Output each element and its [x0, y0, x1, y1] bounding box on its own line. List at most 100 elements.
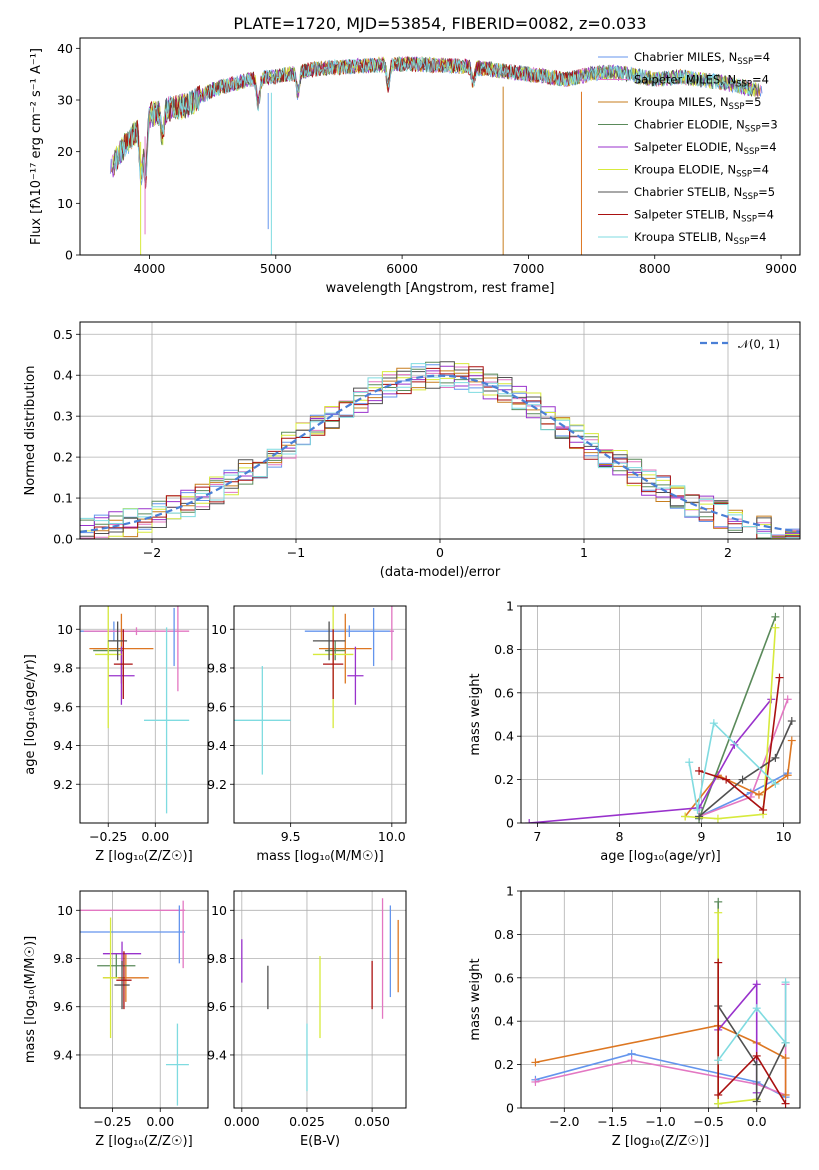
y-tick-label: 0.4	[494, 1014, 514, 1029]
spectrum-line-8	[114, 56, 755, 184]
chart-age_vs_mass: 9.5 10.0 9.2 9.4 9.6 9.8 10 mass [log₁₀(M/M☉)]	[207, 605, 407, 864]
x-axis-label: Z [log₁₀(Z/Z☉)]	[612, 1134, 709, 1149]
y-tick-label: 9.8	[53, 661, 73, 676]
errorbar-point	[312, 621, 346, 661]
weight-marker	[752, 1051, 761, 1060]
y-tick-label: 0	[65, 248, 73, 263]
x-axis-label: Z [log₁₀(Z/Z☉)]	[95, 1134, 192, 1149]
weight-marker	[681, 812, 690, 821]
x-tick-label: 5000	[260, 261, 292, 276]
weight-marker	[713, 814, 722, 823]
y-tick-label: 0.5	[53, 327, 73, 342]
legend-entry-6: Chabrier STELIB, NSSP=5	[634, 185, 775, 202]
chart-mass_vs_EBV: 0.000 0.025 0.050 9.4 9.6 9.8 10 E(B-V)	[207, 890, 407, 1149]
x-tick-label: 6000	[386, 261, 418, 276]
y-tick-label: 1	[506, 599, 514, 614]
errorbar-point	[318, 613, 372, 684]
x-axis-label: age [log₁₀(age/yr)]	[600, 849, 721, 864]
weight-marker	[775, 673, 784, 682]
axes-frame	[79, 890, 209, 1109]
legend-suffix: =3	[761, 118, 778, 132]
y-tick-label: 9.4	[207, 1047, 227, 1062]
weight-line-7	[717, 962, 787, 1105]
y-tick-label: 10	[211, 622, 227, 637]
plot-area-age_vs_Z	[80, 606, 190, 814]
errorbar-point	[323, 629, 344, 699]
legend-entry-1: Salpeter MILES, NSSP=4	[634, 73, 769, 90]
y-tick-label: 0.3	[53, 409, 73, 424]
legend-sub: SSP	[744, 147, 760, 157]
residual-histogram-8	[80, 363, 800, 539]
y-tick-label: 9.8	[207, 951, 227, 966]
y-tick-label: 0.8	[494, 927, 514, 942]
x-tick-label: 9.5	[281, 829, 301, 844]
errorbar-point	[304, 625, 394, 637]
weight-marker	[754, 790, 763, 799]
y-tick-label: 0.0	[53, 532, 73, 547]
weight-marker	[783, 771, 792, 780]
x-tick-label: −1.0	[645, 1114, 675, 1129]
errorbar-point	[144, 627, 190, 814]
weight-marker	[771, 779, 780, 788]
axes-frame	[79, 321, 801, 540]
weight-marker	[714, 1056, 723, 1065]
x-tick-label: 8000	[639, 261, 671, 276]
y-tick-label: 10	[57, 622, 73, 637]
x-tick-label: 9	[698, 829, 706, 844]
y-tick-label: 20	[57, 144, 73, 159]
x-tick-label: 0	[436, 545, 444, 560]
chart-spectrum: 4000 5000 6000 7000 8000 9000 0 10 20 30 40 wavelen…	[29, 37, 801, 296]
y-tick-label: 9.6	[207, 699, 227, 714]
weight-marker	[752, 1004, 761, 1013]
legend-label: Kroupa MILES, N	[634, 95, 729, 109]
legend-sub: SSP	[734, 237, 750, 247]
legend-label: Salpeter ELODIE, N	[634, 140, 744, 154]
x-tick-label: 0.00	[141, 829, 169, 844]
axes-frame	[79, 37, 801, 256]
x-tick-label: −2.0	[549, 1114, 579, 1129]
weight-line-4	[529, 698, 772, 823]
legend-entry-8: Kroupa STELIB, NSSP=4	[634, 230, 766, 247]
legend-sub: SSP	[736, 170, 752, 180]
errorbar-point	[234, 666, 291, 775]
legend-label: Chabrier ELODIE, N	[634, 118, 745, 132]
x-tick-label: 9000	[765, 261, 797, 276]
weight-marker	[709, 719, 718, 728]
axes-layer: 4000 5000 6000 7000 8000 9000010203040wavelen…	[23, 37, 801, 1149]
weight-marker	[781, 1090, 790, 1099]
legend-suffix: =4	[752, 163, 769, 177]
y-tick-label: 40	[57, 41, 73, 56]
weight-marker	[627, 1056, 636, 1065]
weight-marker	[685, 758, 694, 767]
x-tick-label: 10	[776, 829, 792, 844]
weight-marker	[781, 1038, 790, 1047]
legend-label: Chabrier STELIB, N	[634, 185, 742, 199]
y-tick-label: 0.6	[494, 685, 514, 700]
y-axis-label: Flux [fλ10⁻¹⁷ erg cm⁻² s⁻¹ A⁻¹]	[29, 48, 44, 245]
legend-sub: SSP	[737, 57, 753, 67]
legend-suffix: =5	[758, 185, 775, 199]
y-tick-label: 9.6	[207, 999, 227, 1014]
x-tick-label: 7	[533, 829, 541, 844]
weight-marker	[752, 1060, 761, 1069]
weight-line-7	[698, 677, 781, 812]
chart-massweight_vs_age: 7 8 9 10 0 0.2 0.4 0.6 0.8 1 age [log₁₀(age/yr)] ma…	[468, 599, 801, 864]
x-tick-label: 0.00	[146, 1114, 174, 1129]
x-tick-label: −0.25	[93, 1114, 131, 1129]
axes-frame	[520, 605, 801, 824]
legend-sub: SSP	[745, 125, 761, 135]
legend-suffix: =5	[744, 95, 761, 109]
y-tick-label: 30	[57, 93, 73, 108]
legend-sub: SSP	[729, 102, 745, 112]
weight-line-5	[685, 627, 777, 820]
y-axis-label: Normed distribution	[23, 366, 38, 496]
weight-marker	[714, 897, 723, 906]
weight-marker	[787, 736, 796, 745]
x-axis-label: Z [log₁₀(Z/Z☉)]	[95, 849, 192, 864]
weight-line-8	[717, 982, 787, 1061]
weight-marker	[722, 775, 731, 784]
weight-marker	[695, 766, 704, 775]
y-tick-label: 0.1	[53, 491, 73, 506]
y-tick-label: 0.2	[53, 450, 73, 465]
axes-frame	[233, 890, 407, 1109]
